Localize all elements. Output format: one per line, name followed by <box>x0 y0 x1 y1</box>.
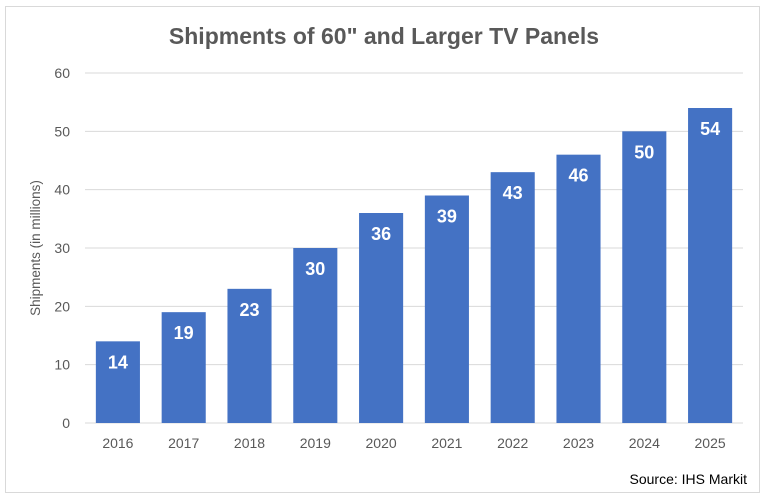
x-tick-label: 2023 <box>563 435 594 451</box>
bar-2018 <box>227 288 272 423</box>
bar-2019 <box>293 248 338 423</box>
bar-2020 <box>359 213 404 423</box>
bar-2021 <box>424 195 469 423</box>
bar-2016 <box>95 341 140 423</box>
data-label-2017: 19 <box>174 323 194 343</box>
data-label-2016: 14 <box>108 352 128 372</box>
x-tick-label: 2019 <box>300 435 331 451</box>
x-tick-label: 2016 <box>102 435 133 451</box>
data-label-2020: 36 <box>371 224 391 244</box>
y-axis-label: Shipments (in millions) <box>28 180 43 316</box>
y-tick-label: 0 <box>62 415 70 431</box>
source-annotation: Source: IHS Markit <box>630 471 748 487</box>
y-tick-label: 50 <box>54 123 70 139</box>
data-label-2018: 23 <box>239 300 259 320</box>
y-tick-label: 30 <box>54 240 70 256</box>
x-axis-ticks: 2016 2017 2018 2019 2020 2021 2022 2023 2024 2025 <box>102 435 726 451</box>
data-label-2022: 43 <box>503 183 523 203</box>
x-tick-label: 2021 <box>431 435 462 451</box>
y-tick-label: 10 <box>54 357 70 373</box>
y-tick-label: 60 <box>54 65 70 81</box>
bar-2024 <box>622 131 667 424</box>
data-label-2024: 50 <box>634 142 654 162</box>
bar-2023 <box>556 154 601 423</box>
data-label-2021: 39 <box>437 207 457 227</box>
y-axis-ticks: 0 10 20 30 40 50 60 <box>54 65 70 431</box>
bars: 14 19 23 30 36 39 43 46 50 54 <box>95 108 733 424</box>
x-tick-label: 2024 <box>629 435 660 451</box>
data-label-2025: 54 <box>700 119 720 139</box>
bar-2025 <box>688 108 733 423</box>
data-label-2023: 46 <box>568 166 588 186</box>
x-tick-label: 2018 <box>234 435 265 451</box>
x-tick-label: 2017 <box>168 435 199 451</box>
chart-title: Shipments of 60" and Larger TV Panels <box>169 23 599 49</box>
y-tick-label: 20 <box>54 298 70 314</box>
x-tick-label: 2022 <box>497 435 528 451</box>
y-tick-label: 40 <box>54 182 70 198</box>
data-label-2019: 30 <box>305 259 325 279</box>
x-tick-label: 2020 <box>366 435 397 451</box>
bar-2017 <box>161 312 206 423</box>
x-tick-label: 2025 <box>695 435 726 451</box>
bar-2022 <box>490 172 535 423</box>
